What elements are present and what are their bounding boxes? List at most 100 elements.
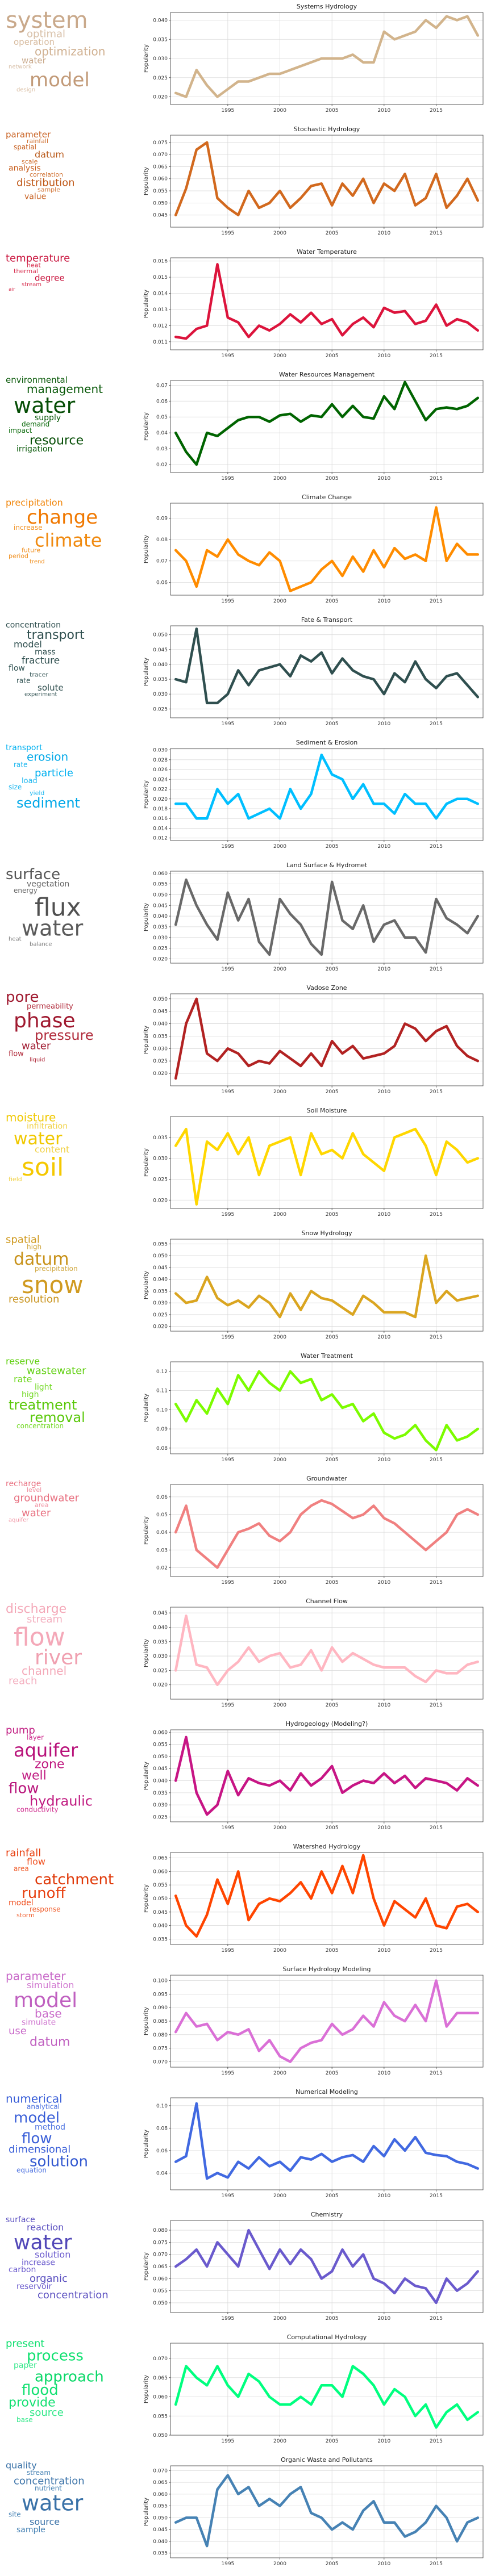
word-cloud-term: heat <box>27 262 41 269</box>
y-tick-label: 0.035 <box>153 1937 168 1942</box>
series-line <box>174 1614 480 1686</box>
y-tick-label: 0.02 <box>156 462 168 468</box>
x-tick-label: 2005 <box>326 1089 339 1095</box>
word-cloud: presentprocesspaperapproachfloodprovides… <box>6 2338 104 2424</box>
chart-title: Water Resources Management <box>279 371 375 378</box>
word-cloud-term: rainfall <box>6 1847 41 1859</box>
x-tick-label: 1995 <box>221 967 234 972</box>
x-tick-label: 2005 <box>326 2316 339 2322</box>
word-cloud-term: transport <box>27 628 85 642</box>
word-cloud-term: quality <box>6 2460 37 2471</box>
x-tick-label: 1995 <box>221 2193 234 2199</box>
y-tick-label: 0.060 <box>153 1730 168 1736</box>
x-tick-label: 2010 <box>377 721 390 727</box>
y-tick-label: 0.040 <box>153 18 168 24</box>
x-tick-label: 2005 <box>326 231 339 236</box>
y-tick-label: 0.055 <box>153 2289 168 2294</box>
word-cloud-term: base <box>16 2416 33 2424</box>
y-tick-label: 0.040 <box>153 1923 168 1929</box>
y-tick-label: 0.065 <box>153 1856 168 1862</box>
y-tick-label: 0.09 <box>156 516 168 521</box>
word-cloud-term: dimensional <box>9 2144 70 2156</box>
y-tick-label: 0.055 <box>153 1883 168 1888</box>
y-tick-label: 0.030 <box>153 56 168 62</box>
series-line <box>174 1736 480 1816</box>
y-axis-label: Popularity <box>143 167 149 195</box>
topic-panel: precipitationchangeincreaseclimatefuture… <box>6 494 484 604</box>
word-cloud-term: level <box>27 1486 41 1494</box>
x-tick-label: 2015 <box>430 2316 443 2322</box>
y-tick-label: 0.050 <box>153 892 168 898</box>
word-cloud-term: load <box>22 777 38 785</box>
x-tick-label: 2015 <box>430 2071 443 2076</box>
y-tick-label: 0.030 <box>153 692 168 697</box>
chart-title: Numerical Modeling <box>296 2088 358 2096</box>
word-cloud-term: precipitation <box>6 497 63 508</box>
word-cloud-term: water <box>14 2231 72 2255</box>
y-tick-label: 0.024 <box>153 777 168 783</box>
x-tick-label: 2010 <box>377 2316 390 2322</box>
x-tick-label: 1995 <box>221 1457 234 1463</box>
word-cloud-term: rainfall <box>27 137 48 145</box>
y-axis-label: Popularity <box>143 1762 149 1790</box>
plot-frame <box>170 1607 484 1700</box>
word-cloud-term: energy <box>14 886 38 894</box>
y-tick-label: 0.040 <box>153 662 168 668</box>
y-tick-label: 0.025 <box>153 1668 168 1674</box>
word-cloud-term: treatment <box>9 1397 77 1413</box>
word-cloud-term: pore <box>6 989 39 1006</box>
y-tick-label: 0.020 <box>153 1683 168 1688</box>
x-tick-label: 2000 <box>273 1703 286 1708</box>
y-tick-label: 0.040 <box>153 1277 168 1283</box>
y-tick-label: 0.065 <box>153 2480 168 2486</box>
word-cloud-term: water <box>22 1040 51 1052</box>
word-cloud-term: recharge <box>6 1479 41 1488</box>
y-tick-label: 0.012 <box>153 323 168 329</box>
word-cloud-term: model <box>14 1989 77 2012</box>
word-cloud-term: permeability <box>27 1002 73 1011</box>
x-tick-label: 2015 <box>430 1948 443 1954</box>
x-tick-label: 1995 <box>221 476 234 482</box>
topic-panel: pumplayeraquiferzonewellflowhydrauliccon… <box>6 1720 484 1831</box>
word-cloud-term: erosion <box>27 750 68 763</box>
word-cloud-term: river <box>35 1646 82 1669</box>
x-tick-label: 2005 <box>326 2071 339 2076</box>
word-cloud-term: liquid <box>30 1057 45 1063</box>
y-tick-label: 0.035 <box>153 2551 168 2557</box>
y-tick-label: 0.030 <box>153 935 168 941</box>
x-tick-label: 2000 <box>273 599 286 604</box>
word-cloud-term: datum <box>30 2035 70 2049</box>
word-cloud-term: temperature <box>6 253 70 265</box>
y-tick-label: 0.055 <box>153 2414 168 2419</box>
word-cloud-term: stream <box>27 2469 51 2477</box>
word-cloud-term: size <box>9 783 22 791</box>
x-tick-label: 2015 <box>430 2561 443 2567</box>
x-tick-label: 2000 <box>273 1457 286 1463</box>
series-line <box>174 1370 480 1452</box>
x-tick-label: 1995 <box>221 2561 234 2567</box>
y-tick-label: 0.085 <box>153 2019 168 2025</box>
y-tick-label: 0.070 <box>153 152 168 158</box>
word-cloud-term: spatial <box>6 1234 40 1246</box>
word-cloud-term: analytical <box>27 2102 60 2110</box>
topic-panel: porepermeabilityphasepressurewaterflowli… <box>6 984 484 1095</box>
x-tick-label: 2005 <box>326 1335 339 1340</box>
y-tick-label: 0.055 <box>153 882 168 888</box>
word-cloud: moistureinfiltrationwatercontentsoilfiel… <box>6 1110 69 1183</box>
word-cloud-term: present <box>6 2338 44 2350</box>
x-tick-label: 2010 <box>377 1948 390 1954</box>
word-cloud-term: datum <box>35 149 64 160</box>
plot-frame <box>170 257 484 350</box>
y-tick-label: 0.040 <box>153 2539 168 2545</box>
x-tick-label: 2015 <box>430 231 443 236</box>
y-tick-label: 0.070 <box>153 2059 168 2065</box>
x-tick-label: 2010 <box>377 1089 390 1095</box>
y-axis-label: Popularity <box>143 2130 149 2158</box>
word-cloud-term: fracture <box>22 655 60 666</box>
x-tick-label: 1995 <box>221 2071 234 2076</box>
y-axis-label: Popularity <box>143 44 149 73</box>
x-tick-label: 2010 <box>377 476 390 482</box>
